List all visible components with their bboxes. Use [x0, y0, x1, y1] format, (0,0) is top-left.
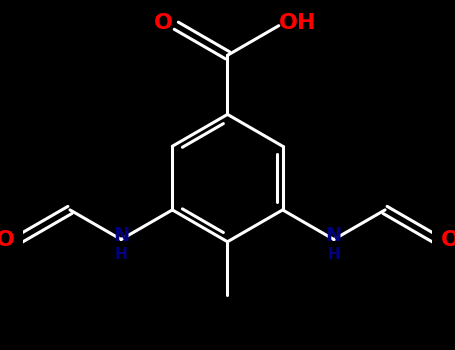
- Text: H: H: [115, 246, 127, 261]
- Text: O: O: [440, 230, 455, 250]
- Text: O: O: [154, 13, 173, 34]
- Text: OH: OH: [279, 13, 317, 34]
- Text: H: H: [328, 246, 340, 261]
- Text: N: N: [113, 226, 129, 245]
- Text: N: N: [326, 226, 342, 245]
- Text: O: O: [0, 230, 15, 250]
